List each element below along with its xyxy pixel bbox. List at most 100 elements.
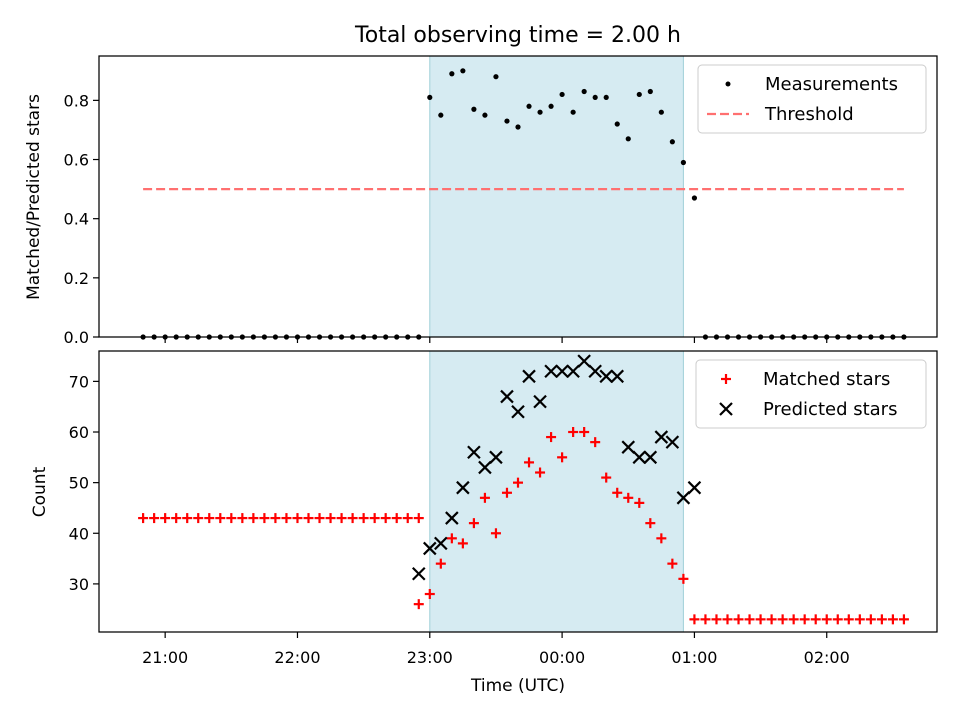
bottom-y-tick-label: 60 — [69, 423, 89, 442]
predicted-stars-point — [533, 394, 547, 409]
top-observing-window — [429, 55, 684, 338]
matched-stars-point — [634, 497, 645, 508]
predicted-stars-point — [654, 430, 669, 444]
bottom-y-tick-label: 50 — [69, 474, 89, 493]
matched-stars-point — [149, 513, 160, 524]
legend-matched-label: Matched stars — [763, 369, 890, 390]
matched-stars-point — [501, 487, 512, 498]
bottom-x-axis: 21:00 22:00 23:00 00:00 01:00 02:00 — [142, 632, 850, 667]
matched-stars-point — [259, 513, 270, 524]
measurement-point — [625, 136, 631, 142]
bottom-y-tick-label: 70 — [69, 372, 89, 391]
measurement-point — [449, 71, 455, 77]
top-y-tick-label: 0.6 — [64, 151, 89, 170]
matched-stars-point — [325, 513, 336, 524]
matched-stars-point — [391, 513, 402, 524]
matched-stars-point — [612, 487, 623, 498]
measurement-point — [438, 112, 444, 118]
predicted-stars-point — [676, 491, 691, 505]
matched-stars-point — [435, 558, 446, 569]
predicted-stars-point — [467, 445, 481, 460]
matched-stars-point — [744, 614, 755, 625]
matched-stars-point — [402, 513, 413, 524]
matched-stars-point — [524, 457, 535, 468]
top-panel: 0.00.20.40.60.8 Matched/Predicted stars … — [24, 55, 938, 347]
matched-stars-point — [689, 614, 700, 625]
predicted-stars-point — [423, 541, 437, 556]
matched-stars-point — [314, 513, 325, 524]
measurement-point — [603, 94, 609, 101]
matched-stars-point — [204, 513, 215, 524]
predicted-stars-point — [500, 389, 514, 404]
measurement-point — [669, 139, 675, 145]
matched-stars-point — [468, 518, 479, 529]
top-y-tick-label: 0.0 — [64, 328, 89, 347]
matched-stars-point — [645, 518, 656, 529]
matched-stars-point — [568, 427, 579, 438]
predicted-stars-point — [588, 364, 602, 379]
matched-stars-point — [667, 558, 678, 569]
predicted-stars-point — [434, 536, 448, 551]
bottom-observing-window — [429, 350, 684, 633]
matched-stars-point — [292, 513, 303, 524]
matched-stars-point — [788, 614, 799, 625]
matched-stars-point — [590, 437, 601, 448]
legend-predicted-label: Predicted stars — [763, 399, 897, 420]
top-axes-frame — [98, 55, 938, 338]
top-legend-box — [697, 64, 927, 134]
x-tick-label: 02:00 — [804, 648, 850, 667]
matched-stars-point — [193, 513, 204, 524]
predicted-stars-point — [511, 404, 525, 419]
top-legend: Measurements Threshold — [697, 64, 927, 134]
x-tick-label: 00:00 — [539, 648, 585, 667]
matched-stars-point — [479, 492, 490, 503]
matched-stars-point — [722, 614, 733, 625]
matched-stars-point — [865, 614, 876, 625]
predicted-stars-point — [445, 511, 459, 525]
predicted-stars-point — [687, 480, 702, 495]
top-y-tick-label: 0.4 — [64, 210, 89, 229]
measurement-point — [493, 74, 499, 80]
matched-stars-point — [270, 513, 281, 524]
measurement-point — [515, 124, 521, 130]
matched-stars-point — [854, 614, 865, 625]
top-y-axis-label: Matched/Predicted stars — [24, 94, 44, 300]
matched-stars-point — [700, 614, 711, 625]
measurement-point — [482, 112, 488, 118]
bottom-y-axis-label: Count — [30, 466, 50, 517]
measurement-point — [614, 121, 620, 127]
x-tick-label: 22:00 — [274, 648, 320, 667]
matched-stars-point — [226, 513, 237, 524]
matched-stars-point — [821, 614, 832, 625]
measurement-point — [647, 88, 653, 95]
predicted-stars-point — [577, 354, 591, 368]
bottom-panel: 30 40 50 60 70 21:00 22:00 23:00 00:00 01:00 02:0… — [30, 350, 938, 696]
matched-stars-point — [303, 513, 314, 524]
matched-stars-point — [810, 614, 821, 625]
matched-stars-point — [733, 614, 744, 625]
measurement-point — [548, 103, 554, 109]
matched-stars-point — [380, 513, 391, 524]
measurement-point — [427, 94, 433, 101]
matched-stars-point — [623, 492, 634, 503]
matched-stars-point — [446, 533, 457, 544]
predicted-stars-point — [610, 369, 625, 384]
measurement-point — [537, 109, 543, 115]
predicted-stars-point — [599, 369, 613, 384]
predicted-stars-point — [544, 364, 558, 379]
matched-stars-point — [237, 513, 248, 524]
bottom-y-tick-label: 30 — [69, 575, 89, 594]
measurement-point — [636, 91, 642, 98]
predicted-stars-point — [566, 364, 580, 379]
matched-stars-point — [898, 614, 909, 625]
top-y-tick-label: 0.8 — [64, 91, 89, 110]
predicted-stars-point — [665, 435, 680, 449]
matched-stars-point — [413, 599, 424, 610]
measurement-point — [570, 109, 576, 115]
matched-stars-point — [535, 467, 546, 478]
matched-stars-point — [755, 614, 766, 625]
bottom-y-axis: 30 40 50 60 70 — [69, 372, 99, 594]
matched-stars-point — [138, 513, 149, 524]
measurement-point — [680, 159, 686, 166]
